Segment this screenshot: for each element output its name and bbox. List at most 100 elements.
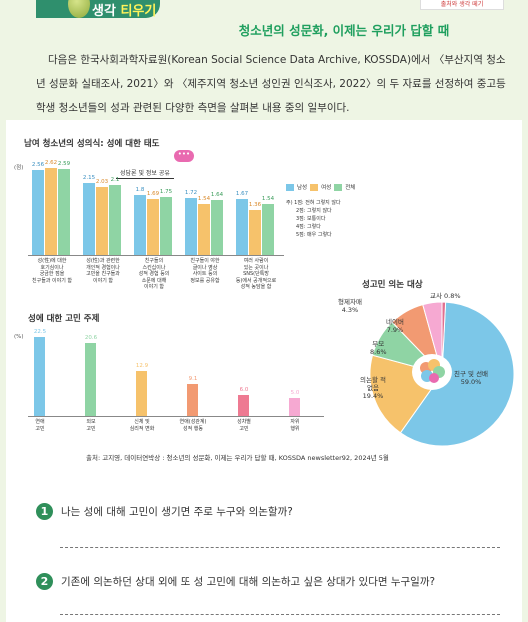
source-citation: 출처: 고지영, 데이터연박상 : 청소년의 성문화, 이제는 우리가 답할 때… [86,454,389,462]
chart1-value-label: 1.64 [210,192,224,199]
category-line: 성차별 [237,419,251,425]
chart2-bar [85,343,96,416]
note-line: 5점: 매우 그렇다 [296,232,332,238]
chart2-unit: (%) [14,334,24,340]
chart1-value-label: 1.54 [197,195,211,202]
legend-swatch-total [334,183,343,191]
note-line: 3점: 보통이다 [296,216,326,222]
category-line: 사이트 등의 [192,271,218,277]
chart2-category-label: 연애(성관계) 성적 행동 [171,419,215,432]
legend-swatch-male [286,183,294,191]
chart1-bar [249,209,261,255]
pie-label-line: 4.3% [341,306,359,314]
chart1-value-label: 2.59 [57,160,71,167]
question-text: 나는 성에 대해 고민이 생기면 주로 누구와 의논할까? [61,506,293,518]
answer-line-1[interactable] [60,547,500,548]
chart1-value-label: 1.67 [235,191,249,198]
legend-label-female: 여성 [321,185,332,191]
chart1-bar [211,200,223,255]
category-line: 정보를 공유함 [190,277,220,284]
chart1-bar [160,196,172,255]
chart1-bar [198,203,210,255]
chart1-title: 남여 청소년의 성의식: 성에 대한 태도 [24,139,160,149]
chart1-bar [109,185,121,255]
chart1-value-label: 1.69 [146,190,160,197]
chart1-category-label: 성(性)에 대한 호기심이나 궁금한 점을 친구들과 이야기 함 [24,258,80,284]
category-line: 이야기 함 [144,284,164,290]
chart2-category-label: 자위 행위 [273,419,317,432]
category-line: 친구들이 야한 [190,258,220,264]
section-banner: 생각 티우기 [36,0,160,19]
chart1-value-label: 1.8 [135,187,145,193]
question-1: 1 나는 성에 대해 고민이 생기면 주로 누구와 의논할까? [36,503,293,520]
category-line: 등)에서 공개적으로 [235,277,277,284]
category-line: 고민 [86,425,96,432]
category-line: 고민 [239,425,249,432]
chart1-value-label: 2.1 [110,177,120,183]
page-title: 청소년의 성문화, 이제는 우리가 답할 때 [238,23,450,38]
category-line: 소문에 대해 [141,277,167,284]
category-line: 여러 사람이 [243,258,269,264]
chart2-bar [238,394,249,416]
pie-label: 형제자매 4.3% [338,298,362,314]
note-line: 주) 1점: 전혀 그렇지 않다 [286,200,341,206]
category-line: 궁금한 점을 [39,271,65,277]
chart2-bar [136,370,147,416]
pie-label-line: 7.9% [386,326,404,334]
category-line: 자위 [290,419,300,425]
pie-label: 의논할 적 없음 19.4% [360,376,386,400]
pie-label-line: 교사 0.8% [430,292,461,300]
chart1-group-label: 성담론 및 정보 공유 [116,168,174,179]
chart1-category-label: 친구들이 야한 글이나 영상 사이트 등의 정보를 공유함 [177,258,233,284]
category-line: 고민을 친구들과 [86,271,120,277]
speech-bubble-icon: ••• [174,150,194,162]
pie-label-line: 네이버 [386,318,404,326]
globe-icon [68,0,90,18]
chart1-bar [58,168,70,255]
category-line: 성적 경험 등의 [138,271,170,277]
chart1-category-label: 친구들의 스킨십이나 성적 경험 등의 소문에 대해 이야기 함 [126,258,182,291]
chart1-value-label: 2.15 [82,175,96,182]
intro-paragraph: 다음은 한국사회과학자료원(Korean Social Science Data… [36,54,506,114]
category-line: 행위 [290,425,300,432]
chart1-bar [185,197,197,255]
chart2-bar [289,398,300,416]
chart1-notes: 주) 1점: 전혀 그렇지 않다 2점: 그렇지 않다 3점: 보통이다 4점:… [286,199,341,239]
category-line: 연애(성관계) [179,419,207,425]
category-line: 성(性)과 관련한 [86,258,120,264]
chart1-baseline [28,255,284,256]
category-line: 외모 [86,419,96,425]
chart1-bar [83,183,95,255]
question-2: 2 기존에 의논하던 상대 외에 또 성 고민에 대해 의논하고 싶은 상대가 … [36,573,435,590]
chart2-bar [34,336,45,416]
chart2-value-label: 9.1 [188,375,198,382]
answer-line-2[interactable] [60,614,500,615]
pie-label: 네이버 7.9% [386,318,404,334]
chart1-bar [236,199,248,255]
pie-label-line: 의논할 적 [360,376,386,384]
category-line: 글이나 영상 [192,264,218,271]
question-number-badge: 2 [36,573,53,590]
chart1-value-label: 1.72 [184,189,198,196]
chart1-category-label: 여러 사람이 있는 곳이나 SNS(단톡방 등)에서 공개적으로 성적 농담을 함 [228,258,284,291]
chart1-legend: 남성 여성 전체 [286,183,355,191]
category-line: 고민 [35,425,45,432]
chart1-value-label: 2.03 [95,179,109,186]
category-line: 성적 행동 [183,425,203,432]
pie-label-line: 형제자매 [338,298,362,306]
chart1-value-label: 2.56 [31,161,45,168]
banner-label: 생각 티우기 [92,0,156,19]
chart1-unit: (점) [14,165,24,171]
pie-label-line: 19.4% [362,392,384,400]
chart2-value-label: 6.0 [239,386,249,393]
category-line: 신체 및 [134,419,150,425]
category-line: 친구들과 이야기 함 [32,277,72,284]
chart1-value-label: 1.36 [248,201,262,208]
chart1-value-label: 1.75 [159,188,173,195]
pie-label: 친구 및 선배 59.0% [454,370,488,386]
chart1-value-label: 2.62 [44,159,58,166]
note-line: 2점: 그렇지 않다 [296,208,332,214]
chart1-category-label: 성(性)과 관련한 개인적 경험이나 고민을 친구들과 이야기 함 [75,258,131,284]
corner-tag: 출처와 생각 떼기 [420,0,504,10]
